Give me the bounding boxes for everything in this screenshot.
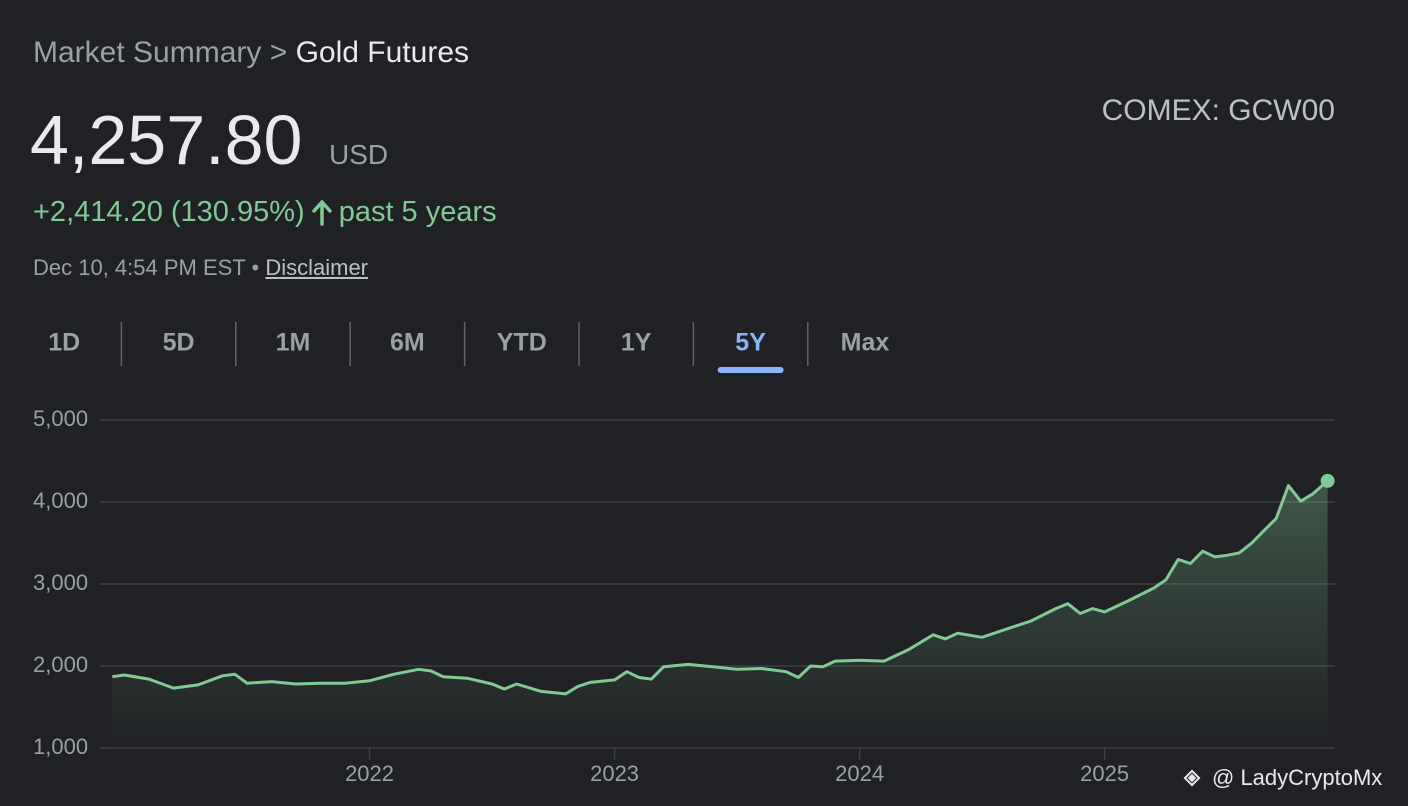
tab-indicator <box>717 367 784 373</box>
timestamp-row: Dec 10, 4:54 PM EST • Disclaimer <box>33 255 368 281</box>
change-period: past 5 years <box>338 196 497 228</box>
tab[interactable]: 1M <box>276 329 311 357</box>
tab[interactable]: 6M <box>390 329 425 357</box>
tab[interactable]: 1Y <box>621 329 652 357</box>
breadcrumb-separator: > <box>269 36 288 69</box>
breadcrumb: Market Summary > Gold Futures <box>33 36 469 70</box>
breadcrumb-current: Gold Futures <box>295 36 470 69</box>
y-tick-label: 5,000 <box>33 406 88 431</box>
breadcrumb-parent[interactable]: Market Summary <box>33 36 262 69</box>
dot: • <box>251 255 260 280</box>
tab-bar: 1D 5D 1M 6M YTD 1Y 5Y Max <box>48 322 889 373</box>
currency: USD <box>329 139 389 170</box>
x-tick-label: 2023 <box>590 761 639 786</box>
y-tick-label: 4,000 <box>33 488 88 513</box>
last-point <box>1320 473 1335 488</box>
watermark-icon <box>1183 769 1201 787</box>
tab[interactable]: 1D <box>48 329 80 357</box>
y-tick-label: 2,000 <box>33 652 88 677</box>
area <box>112 480 1328 748</box>
watermark-text: @ LadyCryptoMx <box>1212 765 1382 790</box>
plot <box>112 473 1335 748</box>
watermark: @ LadyCryptoMx <box>1183 765 1382 790</box>
tab[interactable]: Max <box>841 329 890 357</box>
tab[interactable]: 5D <box>163 329 195 357</box>
timestamp: Dec 10, 4:54 PM EST <box>33 255 246 280</box>
change: +2,414.20 (130.95%) <box>33 196 305 228</box>
x-tick-label: 2025 <box>1080 761 1129 786</box>
x-tick-label: 2024 <box>835 761 884 786</box>
up-arrow <box>311 199 332 226</box>
x-tick-label: 2022 <box>345 761 394 786</box>
disclaimer-link[interactable]: Disclaimer <box>265 255 369 280</box>
y-tick-label: 1,000 <box>33 734 88 759</box>
y-tick-label: 3,000 <box>33 570 88 595</box>
tab[interactable]: YTD <box>497 329 547 357</box>
ticker: COMEX: GCW00 <box>1101 94 1335 127</box>
change-row: +2,414.20 (130.95%) past 5 years <box>33 196 497 229</box>
price-line <box>112 479 1329 696</box>
price: 4,257.80 <box>30 101 303 179</box>
tab[interactable]: 5Y <box>735 329 766 357</box>
